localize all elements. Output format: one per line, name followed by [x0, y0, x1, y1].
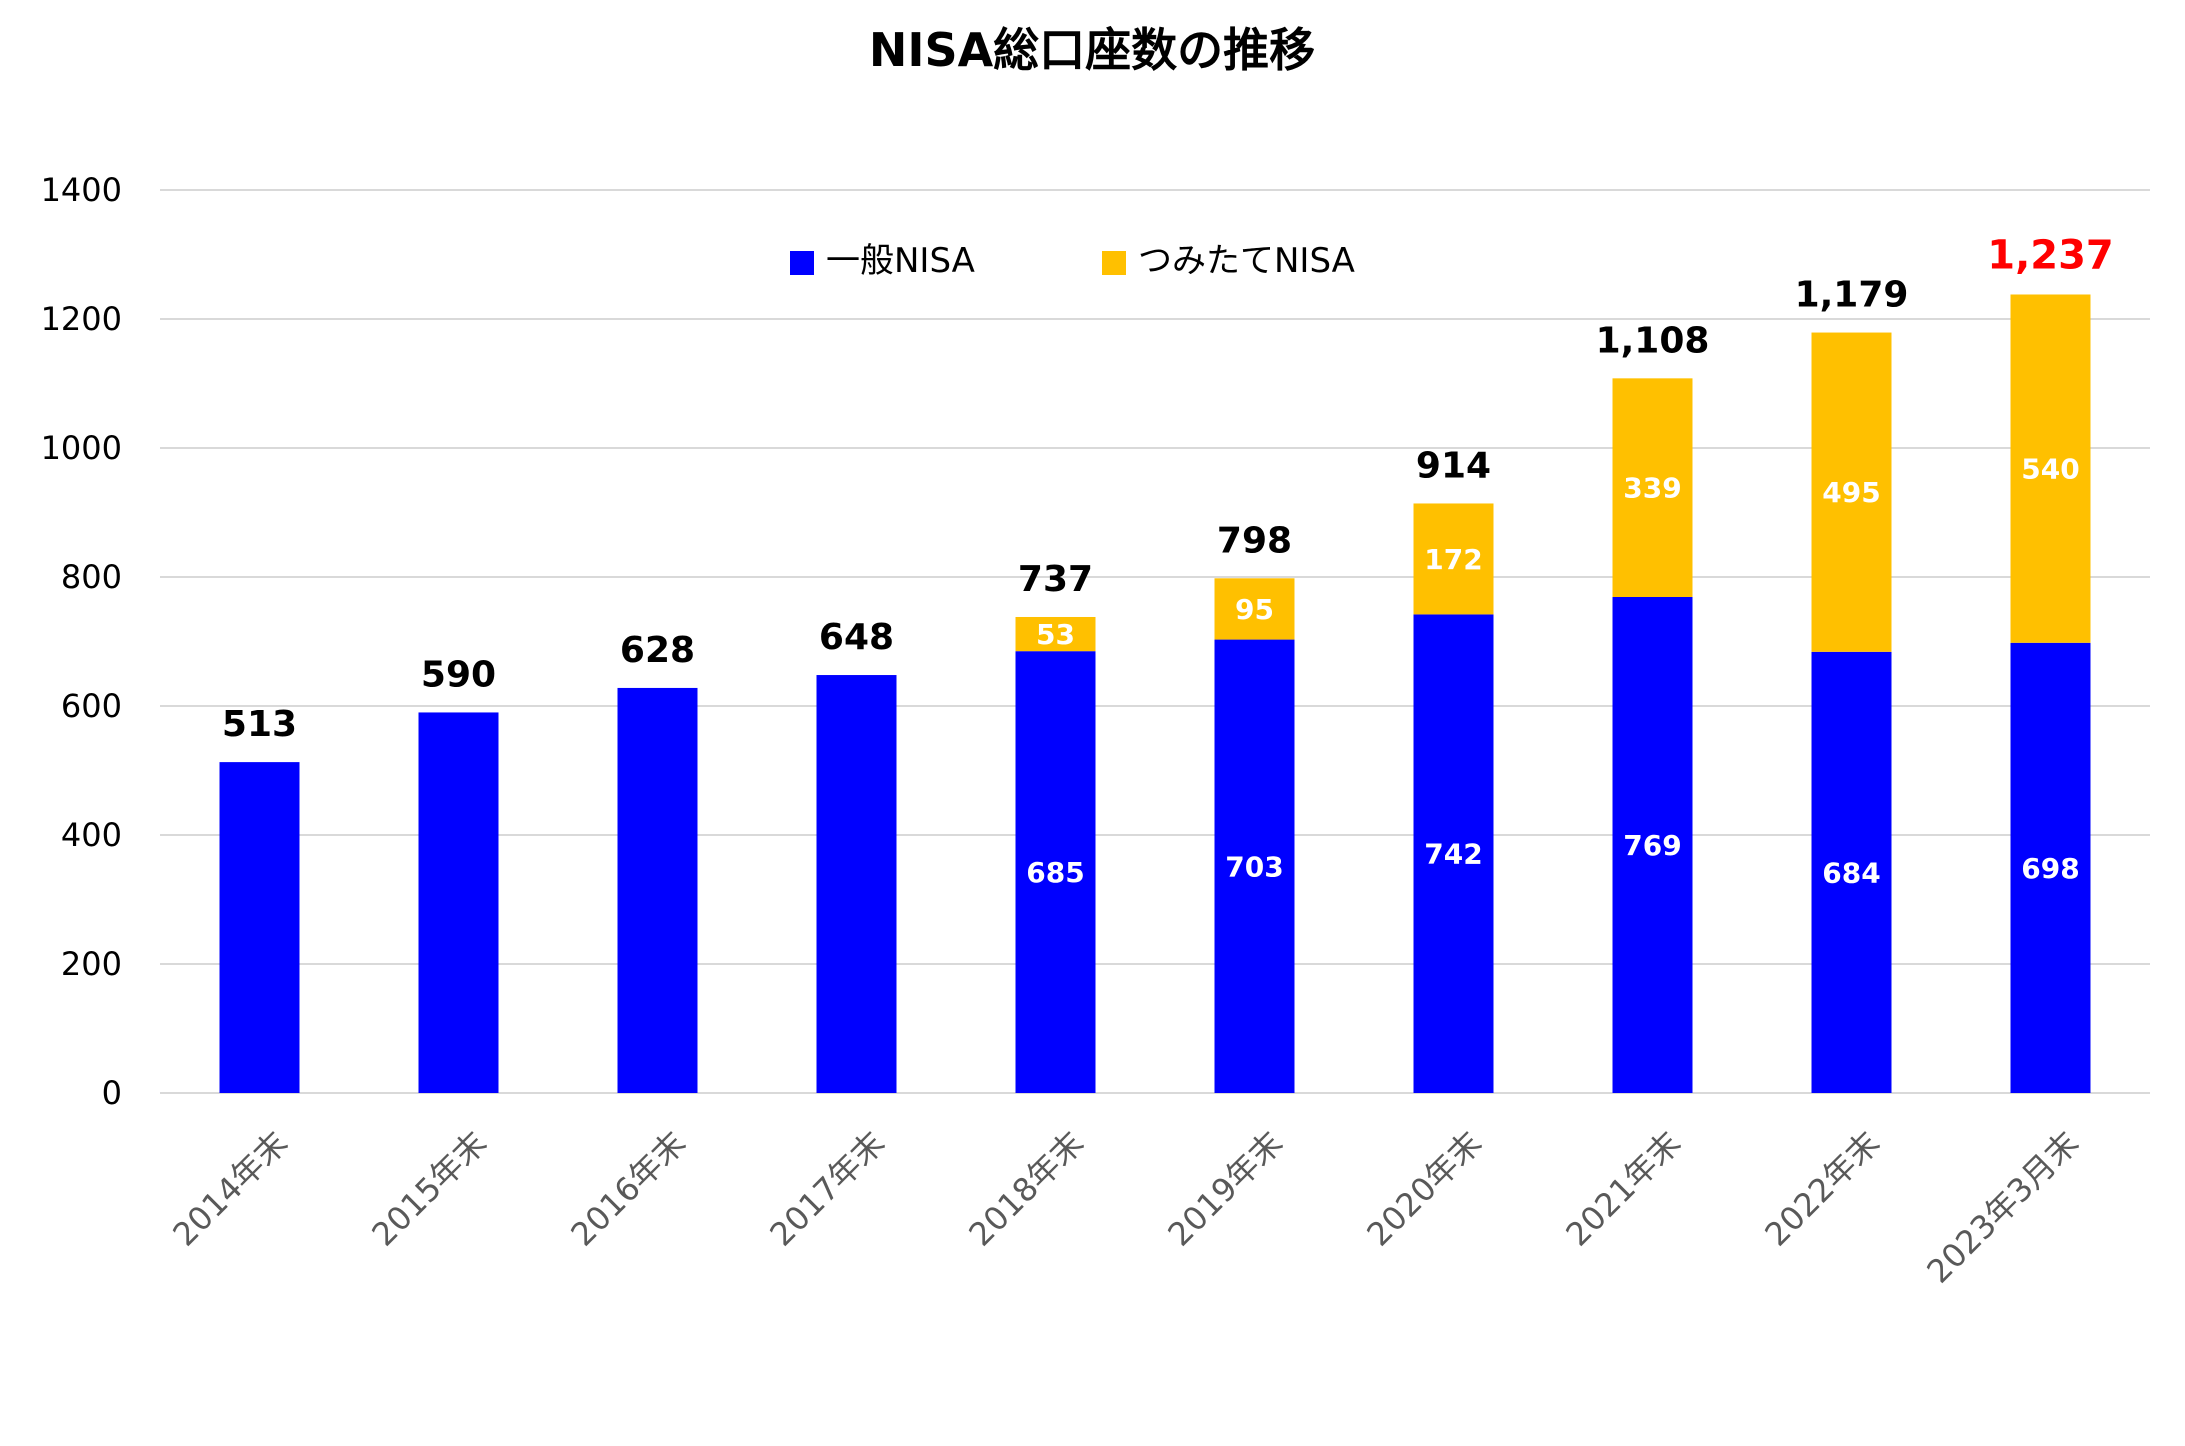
x-tick-label: 2014年末 [165, 1124, 295, 1254]
bar-value-label: 685 [1026, 856, 1084, 889]
bar-value-label: 703 [1225, 850, 1283, 883]
bar-total-label: 628 [620, 630, 695, 671]
bar-segment-general [1811, 651, 1892, 1093]
legend-label-general: 一般NISA [826, 241, 975, 281]
bar-value-label: 495 [1822, 476, 1880, 509]
bar-total-label: 737 [1018, 559, 1093, 600]
bars: 513 590 628 648 685 53 737 703 95 798 742 172 914 769… [219, 232, 2114, 1093]
x-tick-label: 2016年末 [563, 1124, 693, 1254]
bar-segment-general [1015, 651, 1096, 1093]
legend-swatch-tsumitate [1102, 251, 1126, 275]
bar-segment-tsumitate [1214, 578, 1295, 640]
y-tick-label: 1200 [41, 300, 122, 338]
bar-value-label: 540 [2021, 453, 2079, 486]
bar-value-label: 684 [1822, 856, 1880, 889]
bar-segment-tsumitate [2010, 294, 2091, 643]
bar-segment-general [617, 687, 698, 1093]
bar-segment-general [816, 675, 897, 1093]
bar-segment-general [1413, 614, 1494, 1093]
x-tick-label: 2022年末 [1757, 1124, 1887, 1254]
x-tick-label: 2021年末 [1558, 1124, 1688, 1254]
bar-segment-tsumitate [1413, 503, 1494, 615]
x-tick-label: 2018年末 [961, 1124, 1091, 1254]
y-tick-label: 600 [61, 687, 122, 725]
y-tick-label: 200 [61, 945, 122, 983]
bar-segment-general [2010, 642, 2091, 1093]
bar-segment-general [1214, 639, 1295, 1093]
legend: 一般NISA つみたてNISA [790, 241, 1355, 281]
bar-value-label: 95 [1235, 593, 1274, 626]
bar-total-label: 798 [1217, 520, 1292, 561]
bar-value-label: 698 [2021, 852, 2079, 885]
y-tick-label: 400 [61, 816, 122, 854]
bar-value-label: 172 [1424, 543, 1482, 576]
x-axis: 2014年末 2015年末 2016年末 2017年末 2018年末 2019年末 2020… [165, 1124, 2086, 1291]
bar-total-label: 1,179 [1795, 275, 1909, 316]
bar-segment-general [418, 712, 499, 1093]
bar-segment-general [1612, 596, 1693, 1093]
bar-total-label: 1,237 [1987, 232, 2114, 278]
y-tick-label: 1000 [41, 429, 122, 467]
x-tick-label: 2019年末 [1160, 1124, 1290, 1254]
x-tick-label: 2020年末 [1359, 1124, 1489, 1254]
y-tick-label: 1400 [41, 171, 122, 209]
bar-value-label: 742 [1424, 838, 1482, 871]
bar-segment-tsumitate [1811, 332, 1892, 652]
bar-value-label: 53 [1036, 618, 1075, 651]
bar-total-label: 1,108 [1596, 320, 1710, 361]
legend-label-tsumitate: つみたてNISA [1138, 241, 1355, 281]
bar-total-label: 513 [222, 704, 297, 745]
bar-total-label: 648 [819, 617, 894, 658]
bar-value-label: 339 [1623, 472, 1681, 505]
y-tick-label: 0 [102, 1074, 122, 1112]
bar-segment-general [219, 762, 300, 1093]
y-tick-label: 800 [61, 558, 122, 596]
bar-value-label: 769 [1623, 829, 1681, 862]
x-tick-label: 2017年末 [762, 1124, 892, 1254]
bar-total-label: 590 [421, 654, 496, 695]
x-tick-label: 2015年末 [364, 1124, 494, 1254]
x-tick-label: 2023年3月末 [1919, 1124, 2086, 1291]
bar-segment-tsumitate [1612, 378, 1693, 597]
y-axis: 0 200 400 600 800 1000 1200 1400 [41, 171, 122, 1112]
bar-total-label: 914 [1416, 445, 1491, 486]
legend-swatch-general [790, 251, 814, 275]
bar-segment-tsumitate [1015, 616, 1096, 652]
chart-title: NISA総口座数の推移 [869, 23, 1315, 77]
